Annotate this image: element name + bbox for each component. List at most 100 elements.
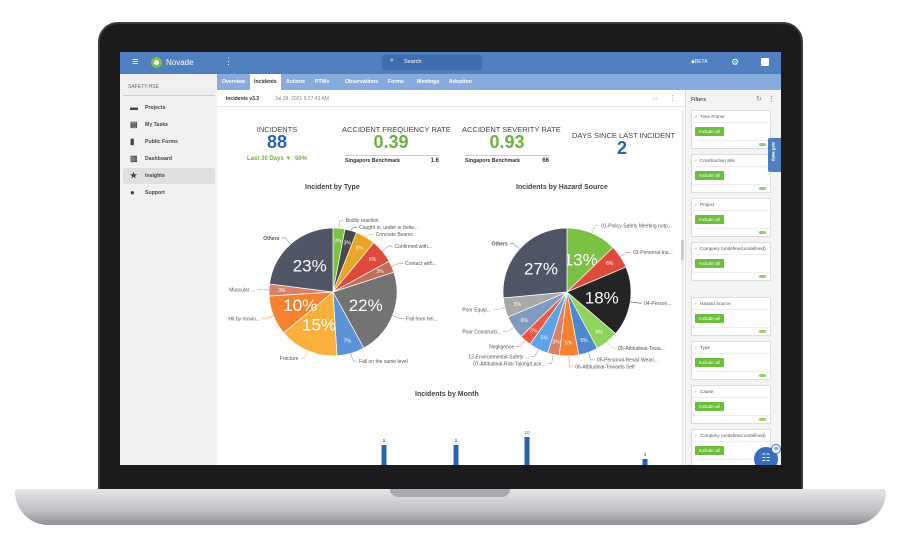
filter-header[interactable]: Hazard Source <box>692 298 770 310</box>
sidebar-divider <box>123 95 215 96</box>
label-leader-line <box>588 352 595 361</box>
pie-slice[interactable] <box>269 227 334 293</box>
tab-ptws[interactable]: PTWs <box>315 79 330 85</box>
slice-percent: 3% <box>552 340 560 346</box>
menu-icon[interactable]: ≡ <box>132 56 139 68</box>
filter-header[interactable]: Time Frame <box>692 111 770 123</box>
include-all-button[interactable]: Include all <box>695 127 724 136</box>
account-icon[interactable] <box>761 58 769 66</box>
slice-percent: 15% <box>302 315 336 334</box>
filter-toggle[interactable] <box>692 184 770 192</box>
refresh-icon[interactable]: ↻ <box>756 96 762 103</box>
filter-header[interactable]: Cause <box>692 386 770 398</box>
incidents-value: 88 <box>266 132 288 152</box>
keyboard-icon[interactable]: ▭ <box>652 96 658 102</box>
sidebar-item-insights[interactable]: ★ Insights <box>123 168 215 184</box>
filter-header[interactable]: Project <box>692 199 770 211</box>
self-help-tab[interactable]: Self Help <box>768 138 781 172</box>
slice-percent: 5% <box>580 338 588 344</box>
filter-toggle[interactable] <box>692 272 770 280</box>
incidents-title: INCIDENTS <box>256 125 298 134</box>
include-all-button[interactable]: Include all <box>695 215 724 224</box>
slice-percent: 6% <box>595 329 603 335</box>
sidebar-item-label: Support <box>145 190 165 196</box>
help-icon: ● <box>130 188 135 197</box>
report-header: Incidents v3.3 Jul 28, 2021 9:27:43 AM ▭… <box>217 90 685 107</box>
filter-toggle[interactable] <box>692 228 770 236</box>
label-leader-line <box>365 234 374 238</box>
tab-meetings[interactable]: Meetings <box>417 79 440 85</box>
tab-adoption[interactable]: Adoption <box>449 79 472 85</box>
chart-title-hazard: Incidents by Hazard Source <box>516 184 608 191</box>
month-bar[interactable] <box>642 459 648 465</box>
label-leader-line <box>502 327 514 333</box>
filter-toggle[interactable] <box>692 415 770 423</box>
filter-toggle[interactable] <box>692 371 770 379</box>
slice-label: Hit by movin... <box>228 316 260 322</box>
bench-label: Singapore Benchmark <box>465 158 521 164</box>
slice-label: 06-Attitudinal-Towards Self <box>575 365 635 371</box>
more-vert-icon[interactable]: ⋮ <box>224 56 233 66</box>
label-leader-line <box>350 353 358 362</box>
self-help-label: Self Help <box>771 142 776 162</box>
search-input[interactable]: ⌕ Search <box>382 55 482 70</box>
label-leader-line <box>547 354 554 364</box>
sidebar-item-dashboard[interactable]: ▥ Dashboard <box>123 151 215 167</box>
tab-observations[interactable]: Observations <box>345 79 379 85</box>
beta-badge[interactable]: ◆BETA <box>691 59 708 65</box>
sidebar-item-support[interactable]: ● Support <box>123 185 215 201</box>
include-all-button[interactable]: Include all <box>695 402 724 411</box>
slice-percent: 7% <box>344 339 352 345</box>
report-timestamp: Jul 28, 2021 9:27:43 AM <box>275 96 329 102</box>
include-all-button[interactable]: Include all <box>695 446 724 455</box>
slice-label: Others <box>263 236 279 242</box>
chart-title-type: Incident by Type <box>305 184 360 191</box>
sidebar-item-label: Dashboard <box>145 156 173 162</box>
tab-overview[interactable]: Overview <box>222 79 246 85</box>
afr-title: ACCIDENT FREQUENCY RATE <box>342 125 451 134</box>
label-leader-line <box>262 315 274 319</box>
slice-percent: 6% <box>521 318 529 324</box>
scrollbar-thumb[interactable] <box>681 240 684 260</box>
sidebar-item-public-forms[interactable]: ▮ Public Forms <box>123 134 215 150</box>
include-all-button[interactable]: Include all <box>695 171 724 180</box>
slice-percent: 6% <box>606 261 614 267</box>
slice-percent: 5% <box>514 302 522 308</box>
slice-percent: 3% <box>334 239 342 245</box>
month-bar[interactable] <box>381 445 387 465</box>
label-leader-line <box>630 301 643 304</box>
sidebar-item-my-tasks[interactable]: ▤ My Tasks <box>123 117 215 133</box>
slice-label: Fall from hei... <box>406 316 438 322</box>
tab-actions[interactable]: Actions <box>286 79 306 85</box>
asr-title: ACCIDENT SEVERITY RATE <box>462 125 561 134</box>
filter-header[interactable]: Company (undefined.undefined) <box>692 430 770 442</box>
tab-incidents[interactable]: Incidents <box>250 74 281 90</box>
main-scrollbar[interactable] <box>681 110 684 465</box>
pie-slice[interactable] <box>566 266 632 335</box>
bar-value-label: 10 <box>524 430 530 435</box>
days-value: 2 <box>616 138 627 158</box>
include-all-button[interactable]: Include all <box>695 314 724 323</box>
month-bar[interactable] <box>453 445 459 465</box>
filter-toggle[interactable] <box>692 327 770 335</box>
filter-toggle[interactable] <box>692 140 770 148</box>
label-leader-line <box>568 355 574 368</box>
month-bar[interactable] <box>524 437 530 465</box>
include-all-button[interactable]: Include all <box>695 358 724 367</box>
slice-label: 01-Policy-Safety Meeting notp... <box>601 223 672 229</box>
filter-header[interactable]: Construction Site <box>692 155 770 167</box>
gear-icon[interactable]: ⚙ <box>731 57 740 67</box>
more-vert-icon[interactable]: ⋮ <box>768 96 775 103</box>
filter-header[interactable]: Type <box>692 342 770 354</box>
slice-percent: 6% <box>369 257 377 263</box>
filter-header[interactable]: Company (undefined.undefined) <box>692 243 770 255</box>
tab-forms[interactable]: Forms <box>388 79 404 85</box>
bar-chart-icon: ▥ <box>130 154 138 163</box>
sidebar-section: SAFETY-HSE <box>128 84 159 90</box>
sidebar-item-projects[interactable]: ▬ Projects <box>123 100 215 116</box>
charts-canvas: 3% 3%5%6%3%22%7%15%10%3%23%Bodily reactio… <box>228 218 673 465</box>
more-vert-icon[interactable]: ⋮ <box>669 95 676 102</box>
sidebar-item-label: My Tasks <box>145 122 168 128</box>
label-leader-line <box>391 263 404 267</box>
include-all-button[interactable]: Include all <box>695 259 724 268</box>
